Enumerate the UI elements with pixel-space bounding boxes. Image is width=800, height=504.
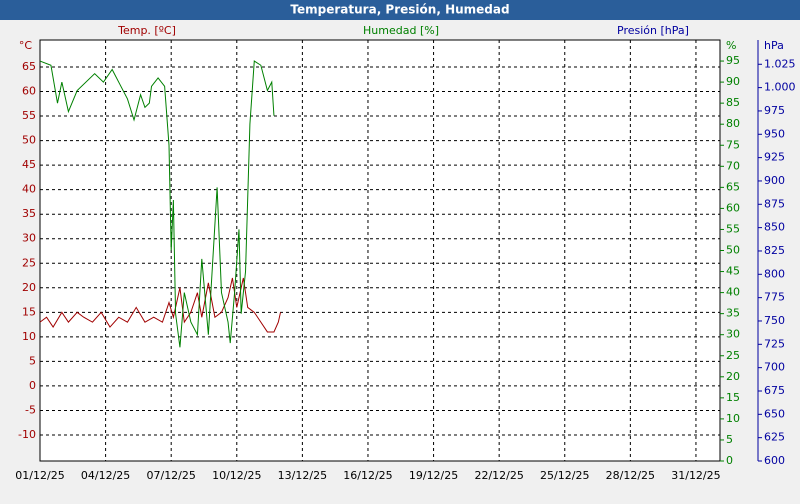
chart-title: Temperatura, Presión, Humedad	[290, 3, 509, 17]
y3-tick-label: 725	[764, 337, 785, 350]
y-tick-label: 60	[22, 85, 36, 98]
y-tick-label: -10	[18, 428, 36, 441]
y2-tick-label: 5	[726, 433, 733, 446]
y2-tick-label: 45	[726, 265, 740, 278]
y2-axis-unit: %	[726, 39, 736, 52]
y-tick-label: 20	[22, 281, 36, 294]
y3-tick-label: 650	[764, 407, 785, 420]
legend-label: Temp. [ºC]	[117, 24, 176, 37]
y2-tick-label: 30	[726, 328, 740, 341]
y-axis-unit: °C	[19, 39, 33, 52]
y-tick-label: 5	[29, 354, 36, 367]
series-line	[39, 277, 282, 333]
y-tick-label: 30	[22, 232, 36, 245]
y-tick-label: 45	[22, 158, 36, 171]
y-tick-label: 0	[29, 379, 36, 392]
y3-tick-label: 675	[764, 384, 785, 397]
legend-label: Humedad [%]	[363, 24, 439, 37]
title-bar	[0, 0, 800, 20]
y2-tick-label: 85	[726, 96, 740, 109]
y2-tick-label: 50	[726, 244, 740, 257]
x-tick-label: 04/12/25	[81, 469, 130, 482]
y-tick-label: 50	[22, 134, 36, 147]
y3-tick-label: 950	[764, 127, 785, 140]
y3-tick-label: 750	[764, 314, 785, 327]
y-tick-label: 55	[22, 109, 36, 122]
y2-tick-label: 65	[726, 180, 740, 193]
y3-tick-label: 825	[764, 244, 785, 257]
y3-tick-label: 600	[764, 454, 785, 467]
x-tick-label: 25/12/25	[540, 469, 589, 482]
y3-axis-unit: hPa	[764, 39, 784, 52]
y2-tick-label: 90	[726, 75, 740, 88]
y2-tick-label: 40	[726, 286, 740, 299]
y-tick-label: 25	[22, 256, 36, 269]
y-tick-label: 15	[22, 305, 36, 318]
x-tick-label: 16/12/25	[343, 469, 392, 482]
y2-tick-label: 15	[726, 391, 740, 404]
y2-tick-label: 80	[726, 117, 740, 130]
x-tick-label: 28/12/25	[606, 469, 655, 482]
y3-tick-label: 850	[764, 221, 785, 234]
y3-tick-label: 700	[764, 361, 785, 374]
y2-tick-label: 60	[726, 201, 740, 214]
y3-tick-label: 925	[764, 151, 785, 164]
y-tick-label: -5	[25, 403, 36, 416]
y2-tick-label: 95	[726, 54, 740, 67]
y3-tick-label: 800	[764, 267, 785, 280]
y-tick-label: 65	[22, 60, 36, 73]
x-tick-label: 31/12/25	[671, 469, 720, 482]
legend-label: Presión [hPa]	[617, 24, 689, 37]
y2-tick-label: 55	[726, 222, 740, 235]
y-tick-label: 35	[22, 207, 36, 220]
x-tick-label: 13/12/25	[278, 469, 327, 482]
y3-tick-label: 775	[764, 291, 785, 304]
y3-tick-label: 625	[764, 431, 785, 444]
x-tick-label: 01/12/25	[15, 469, 64, 482]
y3-tick-label: 900	[764, 174, 785, 187]
y3-tick-label: 1.000	[764, 81, 796, 94]
x-tick-label: 07/12/25	[146, 469, 195, 482]
y2-tick-label: 70	[726, 159, 740, 172]
x-tick-label: 10/12/25	[212, 469, 261, 482]
y3-tick-label: 975	[764, 104, 785, 117]
y-tick-label: 40	[22, 183, 36, 196]
y2-tick-label: 25	[726, 349, 740, 362]
y3-tick-label: 875	[764, 197, 785, 210]
y2-tick-label: 10	[726, 412, 740, 425]
plot-area	[39, 39, 721, 462]
y3-tick-label: 1.025	[764, 57, 796, 70]
y2-tick-label: 0	[726, 454, 733, 467]
y-tick-label: 10	[22, 330, 36, 343]
y2-tick-label: 35	[726, 307, 740, 320]
y2-tick-label: 75	[726, 138, 740, 151]
x-tick-label: 22/12/25	[474, 469, 523, 482]
y2-tick-label: 20	[726, 370, 740, 383]
x-tick-label: 19/12/25	[409, 469, 458, 482]
series-line	[39, 60, 275, 348]
